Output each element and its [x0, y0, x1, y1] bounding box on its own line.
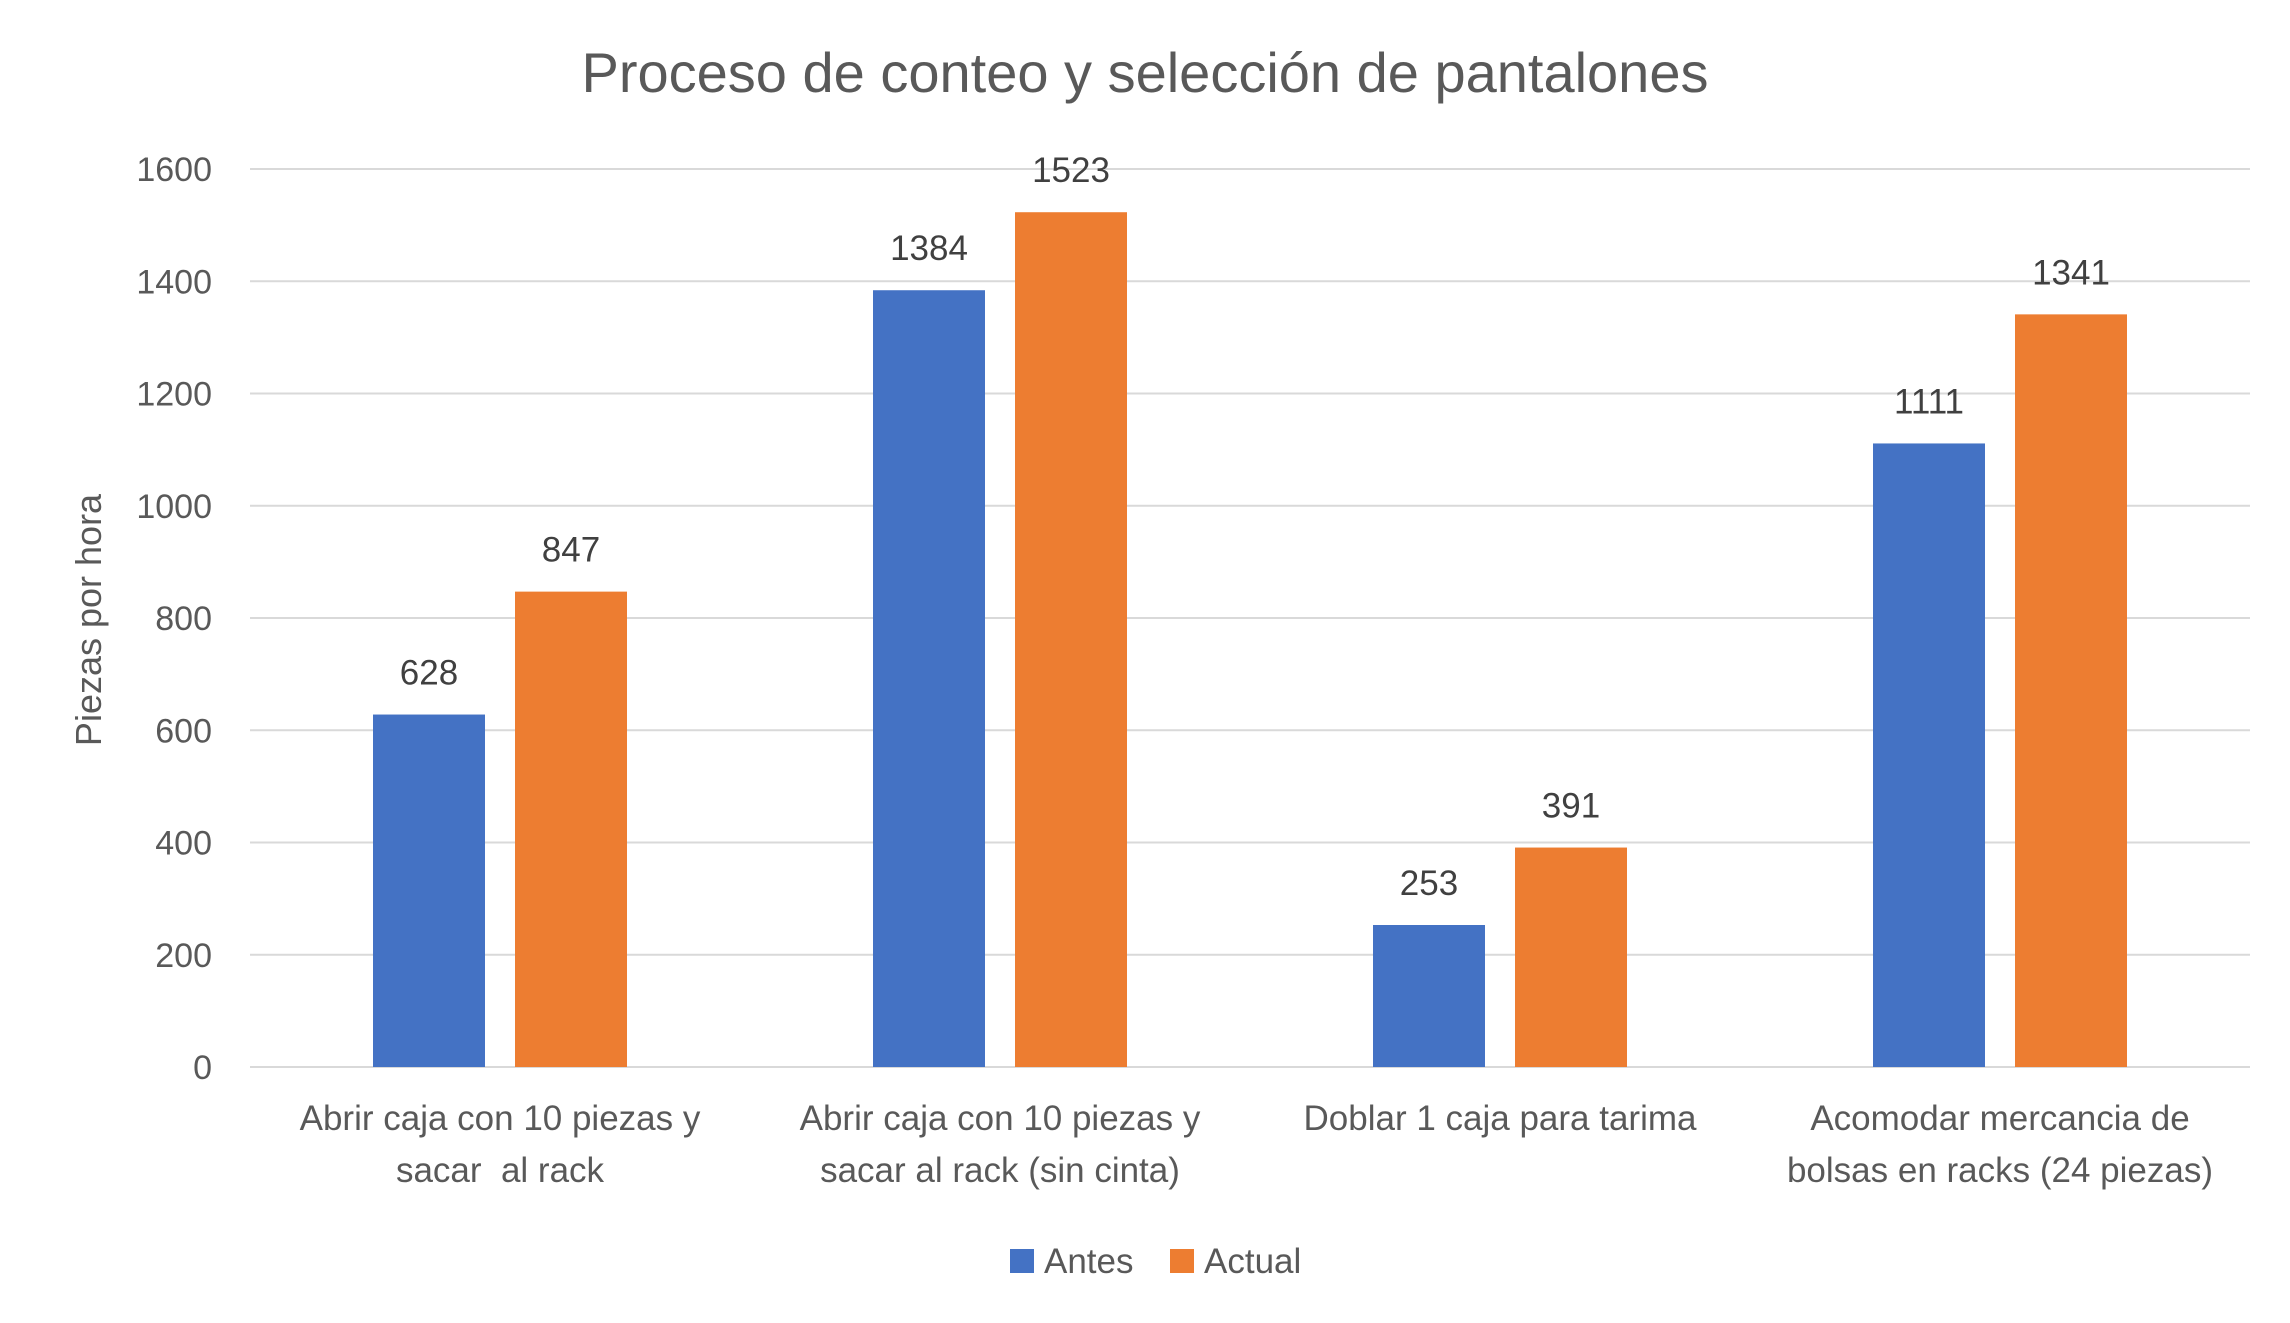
- bar-actual-2: [1015, 212, 1127, 1067]
- bars: [373, 212, 2127, 1068]
- x-tick-label: Abrir caja con 10 piezas y: [800, 1099, 1201, 1138]
- y-tick-label: 1200: [136, 376, 212, 414]
- legend-swatch-actual: [1170, 1249, 1194, 1273]
- legend-label-actual: Actual: [1204, 1242, 1301, 1281]
- bar-actual-1: [515, 591, 627, 1067]
- data-label: 847: [542, 531, 600, 570]
- data-label: 253: [1400, 864, 1458, 903]
- legend: Antes Actual: [1010, 1242, 1301, 1281]
- y-tick-label: 1000: [136, 488, 212, 526]
- y-tick-label: 0: [193, 1049, 212, 1087]
- y-tick-label: 200: [155, 937, 212, 975]
- y-tick-label: 600: [155, 712, 212, 750]
- legend-label-antes: Antes: [1044, 1242, 1134, 1281]
- y-axis-title: Piezas por hora: [68, 493, 109, 746]
- y-tick-label: 400: [155, 825, 212, 863]
- x-tick-label: Abrir caja con 10 piezas y: [300, 1099, 701, 1138]
- legend-swatch-antes: [1010, 1249, 1034, 1273]
- y-axis-ticks: 0 200 400 600 800 1000 1200 1400 1600: [136, 151, 212, 1087]
- bar-antes-1: [373, 714, 485, 1067]
- x-tick-label: sacar al rack (sin cinta): [820, 1151, 1180, 1190]
- x-axis-ticks: Abrir caja con 10 piezas y sacar al rack A…: [300, 1099, 2213, 1190]
- data-label: 1523: [1032, 151, 1110, 190]
- bar-actual-3: [1515, 847, 1627, 1067]
- y-tick-label: 1600: [136, 151, 212, 189]
- x-tick-label: Acomodar mercancia de: [1810, 1099, 2189, 1138]
- bar-actual-4: [2015, 314, 2127, 1067]
- data-label: 1111: [1894, 382, 1964, 421]
- data-label: 391: [1542, 787, 1600, 826]
- bar-antes-3: [1373, 925, 1485, 1067]
- data-labels: 628 847 1384 1523 253 391 1111 1341: [400, 151, 2110, 903]
- y-tick-label: 1400: [136, 263, 212, 301]
- x-tick-label: Doblar 1 caja para tarima: [1304, 1099, 1697, 1138]
- chart-title: Proceso de conteo y selección de pantalo…: [582, 41, 1709, 104]
- bar-antes-2: [873, 290, 985, 1068]
- data-label: 628: [400, 654, 458, 693]
- data-label: 1341: [2032, 253, 2110, 292]
- x-tick-label: sacar al rack: [396, 1151, 605, 1190]
- y-tick-label: 800: [155, 600, 212, 638]
- data-label: 1384: [890, 229, 968, 268]
- x-tick-label: bolsas en racks (24 piezas): [1787, 1151, 2213, 1190]
- bar-antes-4: [1873, 443, 1985, 1067]
